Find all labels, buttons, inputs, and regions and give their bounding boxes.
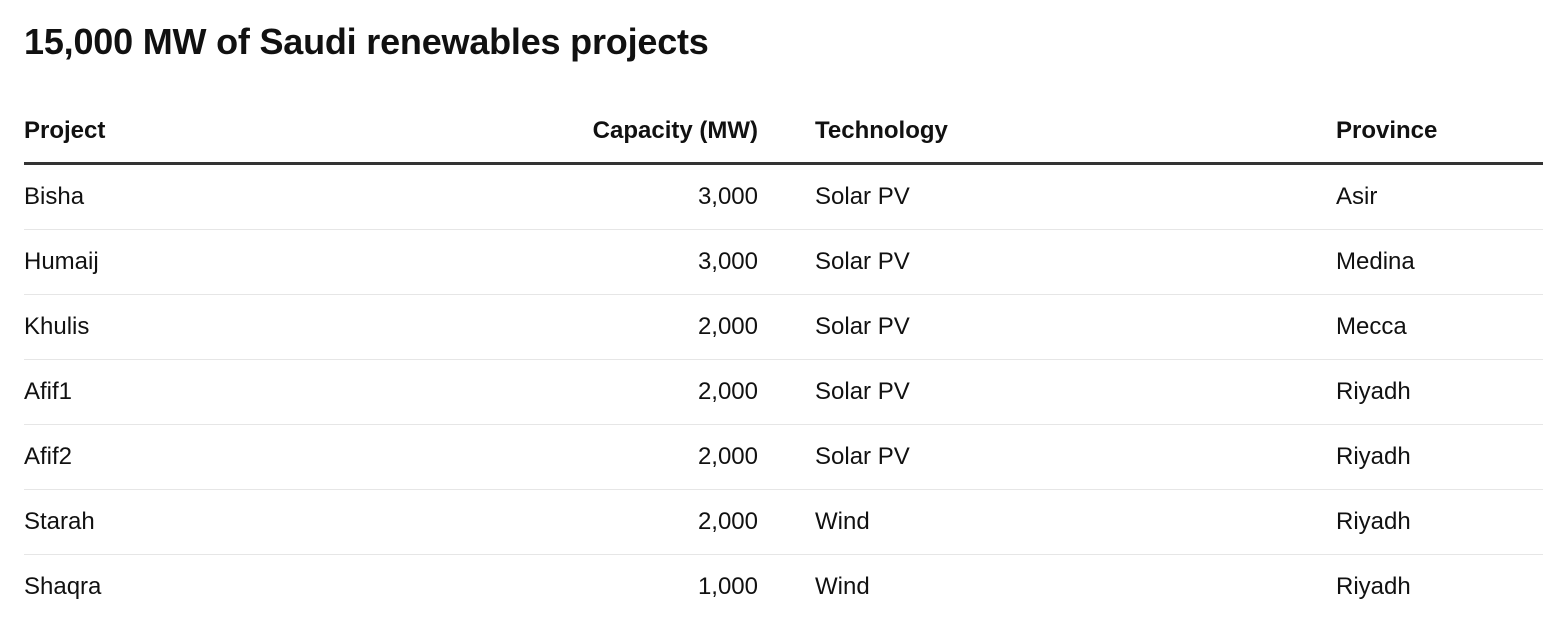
cell-project: Afif1 — [24, 359, 324, 425]
column-gap — [758, 100, 815, 165]
header-row: Project Capacity (MW) Technology Provinc… — [24, 100, 1543, 165]
cell-capacity: 1,000 — [697, 573, 758, 600]
cell-project: Bisha — [24, 163, 324, 230]
cell-gap — [758, 424, 815, 490]
page-title: 15,000 MW of Saudi renewables projects — [24, 21, 709, 62]
cell-technology: Wind — [815, 489, 1336, 555]
cell-project: Khulis — [24, 294, 324, 360]
cell-capacity: 3,000 — [324, 229, 758, 295]
column-header-capacity: Capacity (MW) — [324, 100, 758, 165]
cell-gap — [758, 359, 815, 425]
table-row: Shaqra 1,000 Wind Riyadh — [24, 555, 1543, 620]
cell-capacity: 2,000 — [324, 424, 758, 490]
column-header-province: Province — [1336, 100, 1543, 165]
cell-project: Starah — [24, 489, 324, 555]
cell-project: Shaqra — [24, 573, 102, 600]
cell-capacity: 2,000 — [324, 489, 758, 555]
cell-technology: Solar PV — [815, 163, 1336, 230]
cell-capacity: 2,000 — [324, 294, 758, 360]
cell-technology: Solar PV — [815, 294, 1336, 360]
table-row: Bisha 3,000 Solar PV Asir — [24, 163, 1543, 230]
table-body: Bisha 3,000 Solar PV Asir Humaij 3,000 S… — [24, 163, 1543, 620]
cell-project: Humaij — [24, 229, 324, 295]
cell-technology: Solar PV — [815, 229, 1336, 295]
cell-province: Riyadh — [1336, 359, 1543, 425]
cell-technology: Solar PV — [815, 359, 1336, 425]
cell-province: Riyadh — [1336, 489, 1543, 555]
cell-province: Riyadh — [1336, 573, 1411, 600]
cell-technology: Solar PV — [815, 424, 1336, 490]
cell-capacity: 2,000 — [324, 359, 758, 425]
cell-province: Mecca — [1336, 294, 1543, 360]
table-row: Afif2 2,000 Solar PV Riyadh — [24, 424, 1543, 490]
projects-table: Project Capacity (MW) Technology Provinc… — [24, 100, 1543, 619]
table-header: Project Capacity (MW) Technology Provinc… — [24, 100, 1543, 165]
cell-province: Riyadh — [1336, 424, 1543, 490]
table-row: Humaij 3,000 Solar PV Medina — [24, 229, 1543, 295]
column-header-project: Project — [24, 100, 324, 165]
cell-gap — [758, 555, 815, 620]
cell-gap — [758, 489, 815, 555]
table-row: Khulis 2,000 Solar PV Mecca — [24, 294, 1543, 360]
cell-province: Medina — [1336, 229, 1543, 295]
cell-gap — [758, 229, 815, 295]
cell-project: Afif2 — [24, 424, 324, 490]
cell-province: Asir — [1336, 163, 1543, 230]
cell-gap — [758, 294, 815, 360]
table-row: Afif1 2,000 Solar PV Riyadh — [24, 359, 1543, 425]
cell-capacity: 3,000 — [324, 163, 758, 230]
cell-technology: Wind — [815, 573, 870, 600]
column-header-technology: Technology — [815, 100, 1336, 165]
table-row: Starah 2,000 Wind Riyadh — [24, 489, 1543, 555]
cell-gap — [758, 163, 815, 230]
